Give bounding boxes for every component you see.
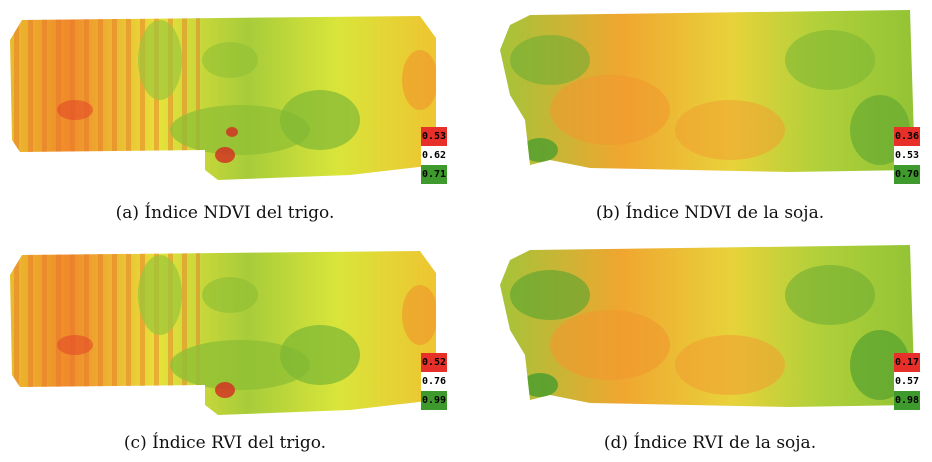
legend: 0.52 0.76 0.99 xyxy=(421,353,447,410)
legend-low-value: 0.52 xyxy=(421,353,447,372)
legend-low-value: 0.53 xyxy=(421,127,447,146)
legend: 0.36 0.53 0.70 xyxy=(894,127,920,184)
rvi-soybean-map xyxy=(500,245,915,407)
caption: (d) Índice RVI de la soja. xyxy=(603,433,817,453)
legend-mid-value: 0.53 xyxy=(894,146,920,165)
caption: (a) Índice NDVI del trigo. xyxy=(115,203,335,223)
figure-c: 0.52 0.76 0.99 (c) Índice RVI del trigo. xyxy=(0,235,460,462)
legend-high-value: 0.98 xyxy=(894,391,920,410)
ndvi-wheat-map xyxy=(10,16,436,180)
figure-a: 0.53 0.62 0.71 (a) Índice NDVI del trigo… xyxy=(0,0,460,230)
figure-b: 0.36 0.53 0.70 (b) Índice NDVI de la soj… xyxy=(490,0,932,230)
rvi-wheat-map xyxy=(10,251,436,415)
legend: 0.17 0.57 0.98 xyxy=(894,353,920,410)
legend-mid-value: 0.57 xyxy=(894,372,920,391)
caption: (c) Índice RVI del trigo. xyxy=(123,433,327,453)
figure-d: 0.17 0.57 0.98 (d) Índice RVI de la soja… xyxy=(490,235,932,462)
legend-low-value: 0.17 xyxy=(894,353,920,372)
ndvi-soybean-map xyxy=(500,10,915,172)
legend-high-value: 0.99 xyxy=(421,391,447,410)
caption: (b) Índice NDVI de la soja. xyxy=(595,203,825,223)
legend-high-value: 0.70 xyxy=(894,165,920,184)
legend: 0.53 0.62 0.71 xyxy=(421,127,447,184)
legend-high-value: 0.71 xyxy=(421,165,447,184)
legend-mid-value: 0.76 xyxy=(421,372,447,391)
legend-mid-value: 0.62 xyxy=(421,146,447,165)
legend-low-value: 0.36 xyxy=(894,127,920,146)
